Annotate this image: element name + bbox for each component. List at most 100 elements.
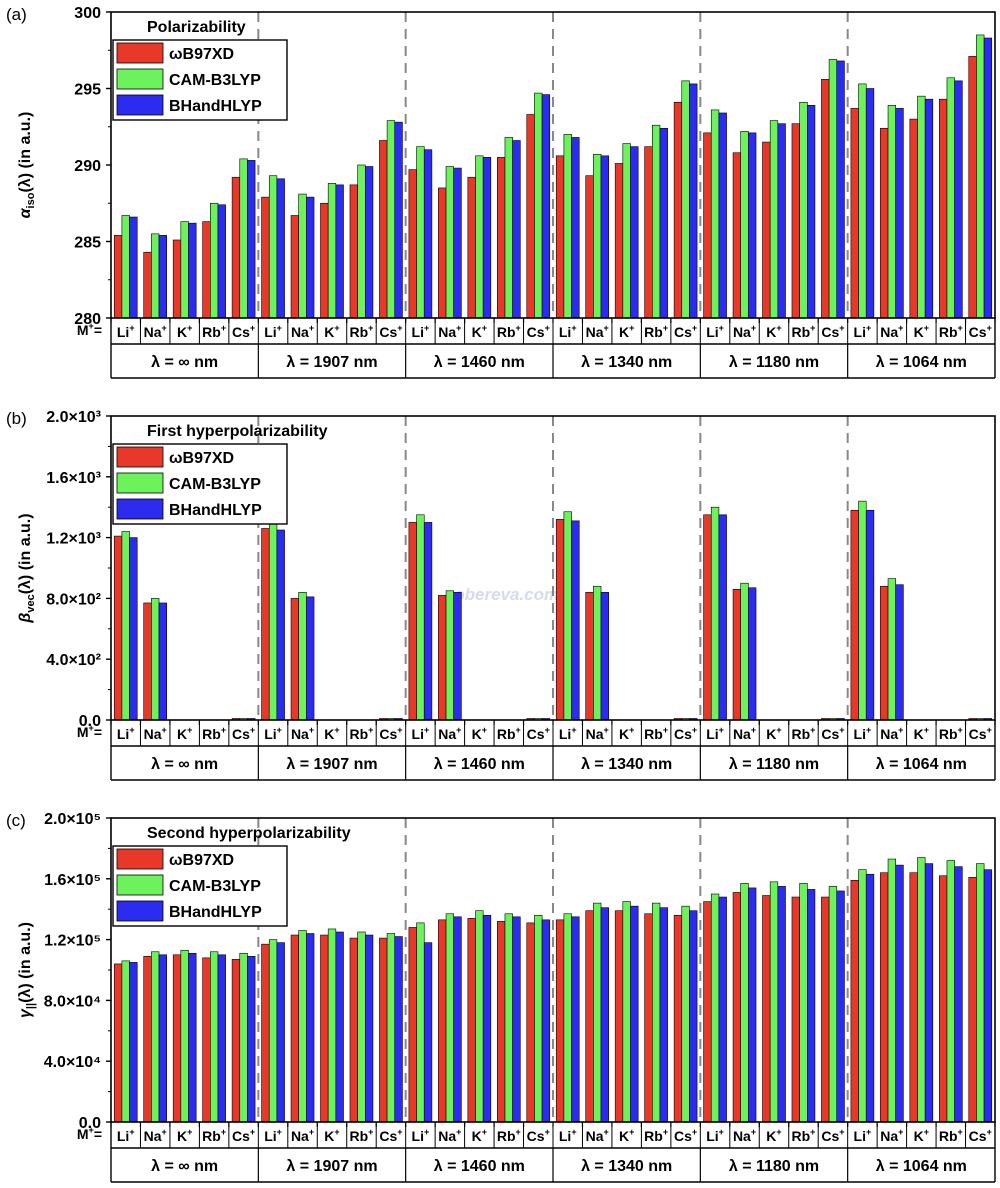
- chart-0-bar: [158, 235, 167, 319]
- chart-2-ion-symbol: Na: [438, 1128, 456, 1144]
- chart-0-legend-label: BHandHLYP: [169, 98, 262, 115]
- chart-2-ion-charge: +: [629, 1127, 634, 1137]
- chart-0-ion-charge: +: [958, 323, 963, 333]
- chart-1-bar: [740, 582, 749, 721]
- chart-1-legend-label: ωB97XD: [169, 450, 234, 467]
- chart-0-y-tick-label: 280: [74, 311, 101, 328]
- chart-1-bar: [129, 537, 138, 721]
- chart-1-ion-label: Cs+: [821, 725, 844, 742]
- chart-0-bar: [983, 37, 993, 319]
- chart-0-ion-symbol: Na: [733, 324, 751, 340]
- chart-2-bar: [327, 928, 337, 1123]
- chart-0-ion-label: Na+: [586, 323, 609, 340]
- chart-2-bar: [659, 907, 668, 1123]
- chart-0-row-label-suffix: =: [94, 322, 102, 338]
- chart-0-bar: [828, 59, 838, 319]
- chart-2-ion-label: Li+: [264, 1127, 282, 1144]
- chart-1-bar: [268, 523, 278, 721]
- chart-1-ion-label: K+: [619, 725, 634, 742]
- chart-2-bar: [571, 916, 580, 1123]
- chart-1-bar: [290, 598, 300, 721]
- chart-0-ion-symbol: Li: [412, 324, 424, 340]
- chart-1-ion-charge: +: [751, 725, 756, 735]
- chart-0-bar: [298, 193, 307, 319]
- chart-0-ion-symbol: K: [472, 324, 482, 340]
- chart-2-bar: [821, 896, 830, 1123]
- chart-2-bar: [689, 910, 698, 1123]
- chart-1-row-label-text: M: [77, 724, 89, 740]
- chart-0-bar: [379, 140, 388, 319]
- chart-1-ion-label: Rb+: [497, 725, 521, 742]
- chart-2-bar: [924, 863, 934, 1123]
- chart-2-group-label: λ = 1907 nm: [286, 1158, 377, 1175]
- chart-0-y-tick-label: 290: [74, 158, 101, 175]
- chart-2-ion-label: Cs+: [969, 1127, 992, 1144]
- chart-1-bar: [416, 514, 425, 721]
- chart-0-ion-label: Na+: [733, 323, 756, 340]
- chart-0-y-axis-symbol: α: [17, 207, 34, 218]
- chart-1-y-tick-label: 0.0: [79, 713, 101, 730]
- chart-1-row-label-suffix: =: [94, 724, 102, 740]
- chart-2-ion-symbol: Li: [854, 1128, 866, 1144]
- chart-1-ion-charge: +: [368, 725, 373, 735]
- chart-1-ion-charge: +: [545, 725, 550, 735]
- chart-0-ion-symbol: Cs: [969, 324, 987, 340]
- chart-1-bar: [143, 602, 152, 721]
- chart-0-bar: [850, 108, 859, 319]
- chart-2-ion-symbol: Li: [706, 1128, 718, 1144]
- chart-2-bar: [880, 872, 889, 1123]
- chart-1-ion-charge: +: [629, 725, 634, 735]
- chart-1-bar: [261, 528, 270, 721]
- chart-0-bar: [732, 152, 741, 319]
- chart-0-bar: [327, 183, 337, 319]
- chart-1-bar: [880, 585, 889, 721]
- chart-1-row-label: M+=: [77, 723, 102, 740]
- chart-1-bar: [408, 522, 417, 721]
- chart-2-ion-label: Li+: [706, 1127, 724, 1144]
- chart-0-ion-label: Rb+: [497, 323, 521, 340]
- chart-0-ion-symbol: Rb: [349, 324, 368, 340]
- chart-2-ion-symbol: K: [619, 1128, 629, 1144]
- chart-1-ion-charge: +: [129, 725, 134, 735]
- chart-1-ion-symbol: Li: [706, 726, 718, 742]
- chart-0-bar: [504, 137, 513, 319]
- chart-0-bar: [968, 56, 977, 319]
- chart-0-bar: [534, 92, 543, 319]
- chart-2-bar: [644, 913, 653, 1123]
- chart-2-bar: [895, 864, 904, 1123]
- chart-0-ion-label: Cs+: [969, 323, 992, 340]
- chart-2-bar: [909, 872, 918, 1123]
- chart-2-legend-label: ωB97XD: [169, 852, 234, 869]
- chart-0-bar: [659, 127, 668, 319]
- chart-0-ion-symbol: Cs: [232, 324, 250, 340]
- chart-2-ion-charge: +: [663, 1127, 668, 1137]
- chart-0-bar: [143, 251, 152, 319]
- chart-0-row-label: M+=: [77, 321, 102, 338]
- chart-0-ion-charge: +: [397, 323, 402, 333]
- chart-2-ion-symbol: K: [324, 1128, 334, 1144]
- chart-2-group-label: λ = 1460 nm: [434, 1158, 525, 1175]
- chart-0-ion-symbol: K: [324, 324, 334, 340]
- chart-1-legend-swatch: [116, 472, 164, 494]
- chart-1-ion-symbol: Cs: [674, 726, 692, 742]
- chart-0-ion-charge: +: [456, 323, 461, 333]
- chart-0-ion-charge: +: [751, 323, 756, 333]
- chart-1-ion-symbol: Cs: [232, 726, 250, 742]
- chart-2-ion-label: Na+: [291, 1127, 314, 1144]
- chart-2-ion-charge: +: [368, 1127, 373, 1137]
- chart-0-bar: [585, 175, 594, 319]
- chart-2-legend-label: BHandHLYP: [169, 904, 262, 921]
- chart-2-ion-symbol: Cs: [821, 1128, 839, 1144]
- chart-0-group-label: λ = 1907 nm: [286, 354, 377, 371]
- chart-0-bar: [895, 108, 904, 319]
- chart-2-ion-charge: +: [987, 1127, 992, 1137]
- chart-1-bar: [438, 595, 447, 721]
- chart-0-bar: [113, 235, 123, 319]
- chart-2-bar: [423, 942, 433, 1123]
- chart-0-bar: [261, 196, 270, 319]
- chart-2-bar: [113, 963, 123, 1123]
- chart-1-y-tick-label: 1.2×10³: [46, 531, 101, 548]
- chart-2-panel: (c) 0.0 4.0×10⁴ 8.0×10⁴ 1.2×10⁵ 1.6×10⁵ 2.0×10…: [6, 811, 996, 1183]
- chart-2-ion-label: Cs+: [821, 1127, 844, 1144]
- chart-2-ion-label: K+: [472, 1127, 487, 1144]
